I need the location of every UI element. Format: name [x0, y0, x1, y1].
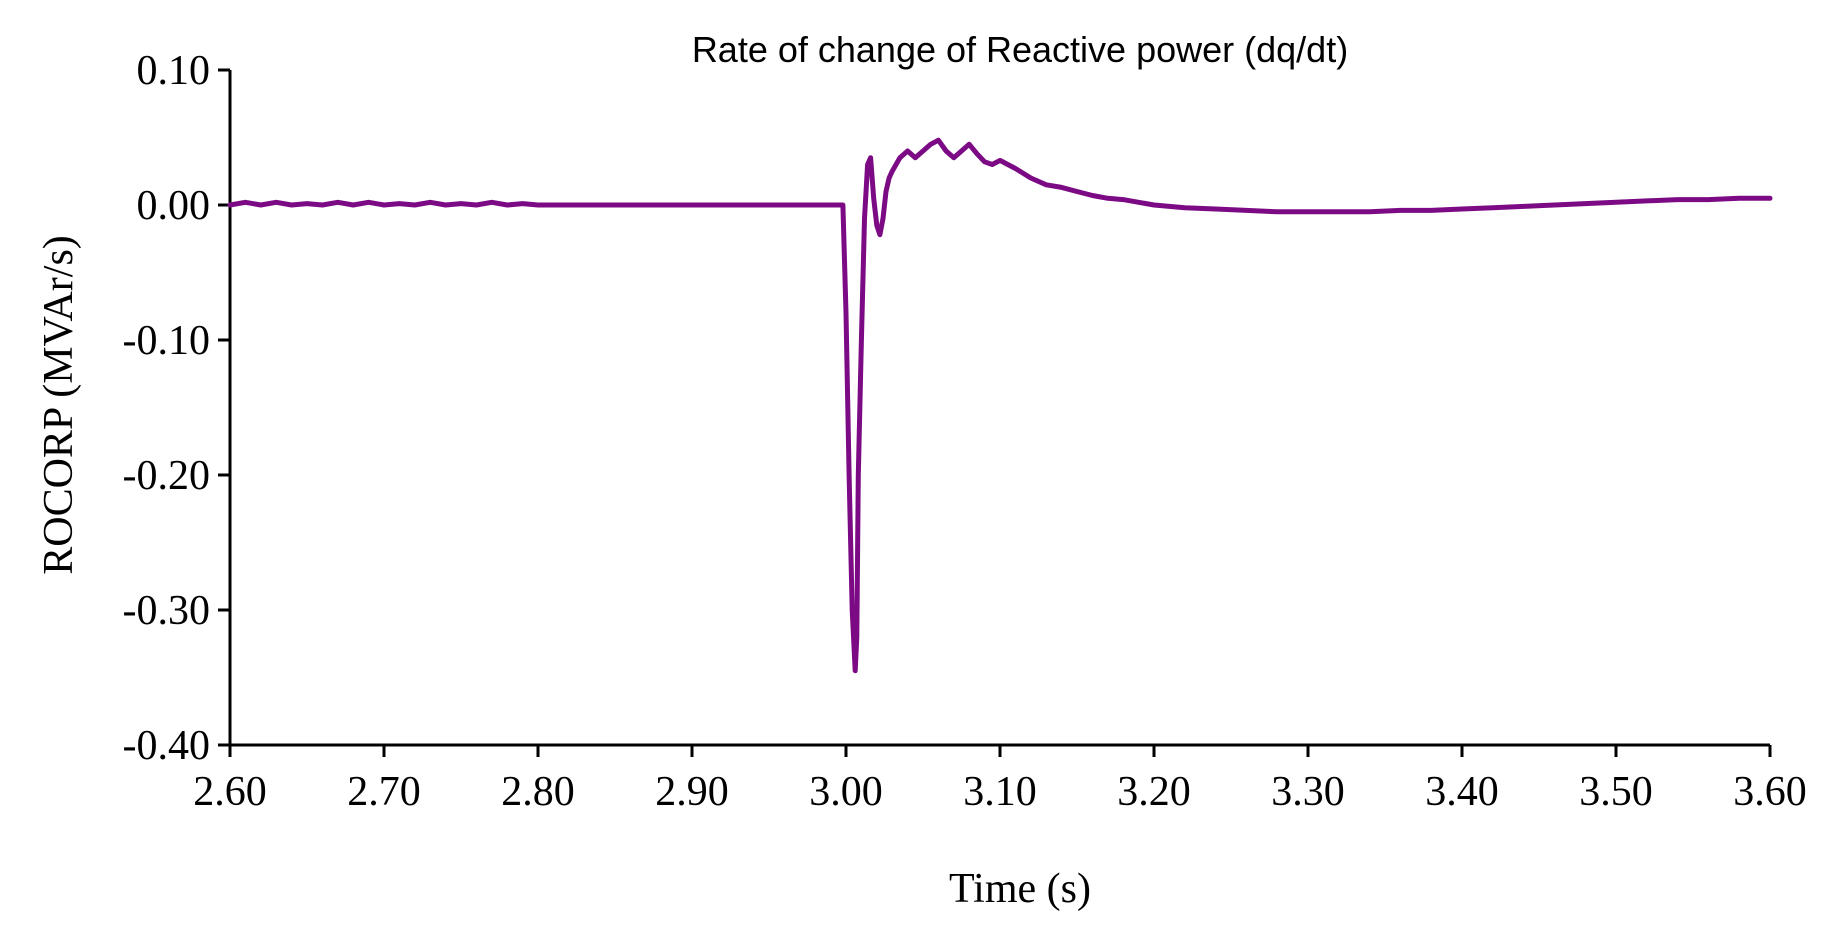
y-tick-label: 0.10: [137, 48, 211, 94]
plot-series: [227, 137, 1773, 674]
y-tick-label: -0.30: [123, 588, 211, 634]
x-tick-label: 2.80: [501, 769, 575, 815]
x-tick-label: 3.60: [1733, 769, 1807, 815]
x-ticks: 2.60 2.70 2.80 2.90 3.00 3.10 3.20 3.30 3.40 3.50…: [193, 745, 1807, 815]
y-tick-label: -0.10: [123, 318, 211, 364]
axes: [228, 70, 1770, 747]
x-tick-label: 3.40: [1425, 769, 1499, 815]
y-ticks: 0.10 0.00 -0.10 -0.20 -0.30 -0.40: [123, 48, 230, 769]
series-line: [227, 137, 1773, 674]
y-axis-label: ROCORP (MVAr/s): [36, 235, 82, 575]
x-tick-label: 3.10: [963, 769, 1037, 815]
x-tick-label: 3.30: [1271, 769, 1345, 815]
x-tick-label: 3.20: [1117, 769, 1191, 815]
x-tick-label: 3.00: [809, 769, 883, 815]
y-tick-label: 0.00: [137, 183, 211, 229]
x-tick-label: 3.50: [1579, 769, 1653, 815]
x-tick-label: 2.90: [655, 769, 729, 815]
x-tick-label: 2.60: [193, 769, 267, 815]
y-tick-label: -0.20: [123, 453, 211, 499]
y-tick-label: -0.40: [123, 723, 211, 769]
x-tick-label: 2.70: [347, 769, 421, 815]
x-axis-label: Time (s): [949, 866, 1091, 912]
chart-title: Rate of change of Reactive power (dq/dt): [692, 29, 1348, 70]
